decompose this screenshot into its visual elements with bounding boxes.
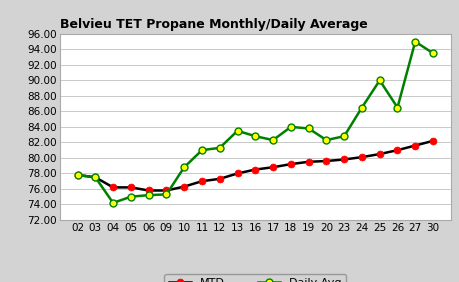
Line: Daily Avg: Daily Avg: [74, 38, 436, 206]
MTD: [376, 152, 381, 156]
Daily Avg: [217, 146, 222, 149]
Daily Avg: [287, 125, 293, 129]
MTD: [412, 144, 417, 147]
MTD: [217, 177, 222, 180]
Daily Avg: [341, 135, 346, 138]
Daily Avg: [412, 40, 417, 43]
MTD: [181, 185, 186, 188]
Daily Avg: [429, 52, 435, 55]
MTD: [341, 158, 346, 161]
Daily Avg: [163, 193, 169, 196]
Daily Avg: [92, 176, 98, 179]
Daily Avg: [146, 193, 151, 197]
Daily Avg: [110, 201, 116, 205]
MTD: [110, 186, 116, 189]
Legend: MTD, Daily Avg: MTD, Daily Avg: [164, 274, 346, 282]
MTD: [358, 155, 364, 159]
Daily Avg: [270, 138, 275, 142]
Daily Avg: [128, 195, 134, 199]
Daily Avg: [199, 149, 204, 152]
Daily Avg: [305, 127, 311, 130]
Daily Avg: [234, 129, 240, 133]
MTD: [92, 176, 98, 179]
Daily Avg: [394, 106, 399, 109]
MTD: [394, 149, 399, 152]
MTD: [323, 159, 329, 163]
MTD: [146, 189, 151, 192]
Daily Avg: [181, 166, 186, 169]
MTD: [270, 166, 275, 169]
MTD: [199, 180, 204, 183]
Daily Avg: [358, 106, 364, 109]
MTD: [234, 172, 240, 175]
Daily Avg: [75, 173, 80, 177]
MTD: [429, 139, 435, 143]
MTD: [128, 186, 134, 189]
MTD: [287, 162, 293, 166]
Text: Belvieu TET Propane Monthly/Daily Average: Belvieu TET Propane Monthly/Daily Averag…: [60, 18, 367, 31]
Line: MTD: MTD: [74, 137, 436, 194]
Daily Avg: [376, 79, 381, 82]
MTD: [252, 168, 257, 171]
Daily Avg: [323, 138, 329, 142]
MTD: [163, 189, 169, 192]
MTD: [75, 173, 80, 177]
MTD: [305, 160, 311, 164]
Daily Avg: [252, 135, 257, 138]
